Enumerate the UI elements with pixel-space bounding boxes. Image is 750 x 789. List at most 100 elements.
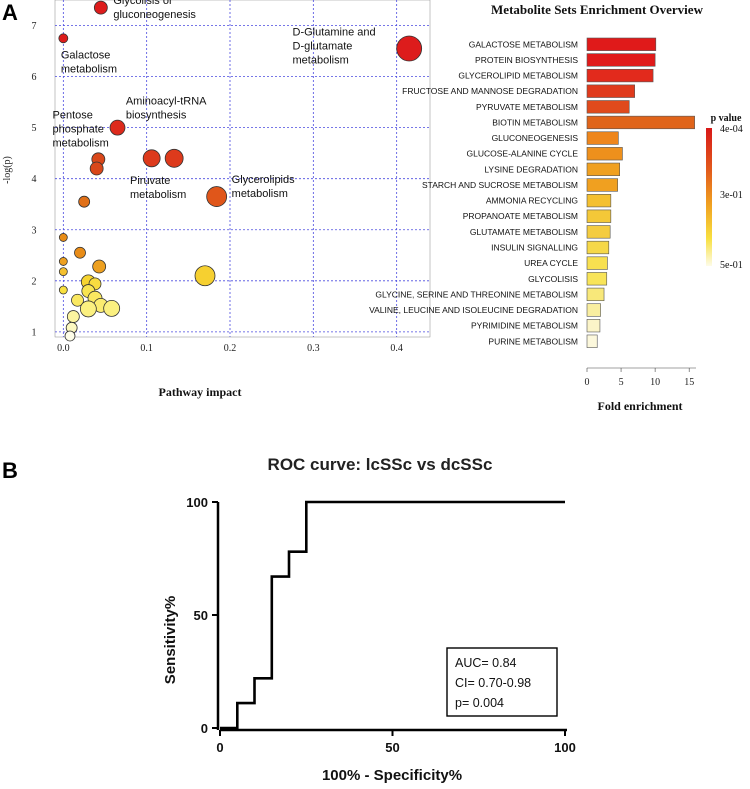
scatter-x-tick: 0.3 — [307, 343, 320, 354]
scatter-point — [74, 246, 86, 259]
enrichment-category-label: PYRUVATE METABOLISM — [476, 102, 578, 112]
scatter-grid — [55, 0, 430, 337]
roc-x-tick: 50 — [385, 740, 399, 755]
scatter-annotation: metabolism — [61, 64, 117, 76]
enrichment-category-label: GLUCONEOGENESIS — [492, 133, 579, 143]
scatter-point — [58, 285, 68, 295]
scatter-annotations: Glycolisis or gluconeogenesis Galactose met… — [53, 0, 376, 201]
enrichment-category-label: PURINE METABOLISM — [488, 336, 578, 346]
enrichment-bar — [586, 287, 605, 302]
roc-x-axis-title: 100% - Specificity% — [322, 767, 462, 784]
scatter-annotation: Piruvate — [130, 175, 170, 187]
enrichment-bar — [586, 334, 598, 348]
scatter-point — [58, 267, 68, 277]
scatter-annotation: Glycerolipids — [232, 174, 295, 186]
enrichment-bar — [586, 194, 612, 208]
enrichment-bar — [586, 162, 621, 176]
scatter-y-tick: 1 — [32, 327, 37, 338]
roc-y-tick: 50 — [194, 608, 208, 623]
enrichment-bar — [586, 147, 623, 161]
legend-label: 3e-01 — [720, 190, 743, 201]
scatter-point — [103, 300, 121, 317]
legend-title: p value — [711, 113, 742, 124]
enrichment-bar — [586, 84, 635, 98]
scatter-point — [71, 293, 84, 307]
scatter-annotation: phosphate — [53, 123, 104, 135]
scatter-annotation: metabolism — [130, 189, 186, 201]
enrichment-x-tick: 5 — [619, 377, 624, 388]
enrichment-category-label: INSULIN SIGNALLING — [491, 243, 578, 253]
scatter-x-tick: 0.2 — [224, 343, 237, 354]
enrichment-bar — [586, 131, 619, 145]
enrichment-category-label: FRUCTOSE AND MANNOSE DEGRADATION — [402, 86, 578, 96]
scatter-x-ticks: 0.0 0.1 0.2 0.3 0.4 — [57, 343, 403, 354]
enrichment-x-tick: 0 — [585, 377, 590, 388]
legend-label: 4e-04 — [720, 124, 743, 135]
scatter-annotation: biosynthesis — [126, 110, 187, 122]
panel-label-b: B — [2, 458, 18, 483]
enrichment-category-label: GLYCEROLIPID METABOLISM — [458, 71, 578, 81]
enrichment-category-label: PYRIMIDINE METABOLISM — [471, 321, 578, 331]
roc-stat-p: p= 0.004 — [455, 696, 504, 710]
enrichment-category-label: STARCH AND SUCROSE METABOLISM — [422, 180, 578, 190]
scatter-x-axis-title: Pathway impact — [159, 385, 242, 399]
roc-curve-line — [220, 500, 565, 730]
scatter-point — [79, 300, 97, 318]
enrichment-bar — [586, 37, 657, 51]
scatter-x-tick: 0.4 — [390, 343, 403, 354]
roc-stat-auc: AUC= 0.84 — [455, 656, 517, 670]
scatter-annotation: D-Glutamine and — [293, 27, 376, 39]
scatter-y-tick: 6 — [32, 72, 37, 83]
enrichment-category-label: GLYCOLISIS — [528, 274, 578, 284]
scatter-point — [109, 119, 126, 136]
enrichment-bar — [586, 256, 608, 270]
scatter-annotation: metabolism — [232, 188, 288, 200]
enrichment-bar — [586, 209, 612, 223]
scatter-point — [206, 186, 228, 207]
enrichment-category-label: GLYCINE, SERINE AND THREONINE METABOLISM — [375, 289, 578, 299]
enrichment-bar — [586, 178, 618, 192]
enrichment-category-label: GLUTAMATE METABOLISM — [470, 227, 578, 237]
legend-color-bar — [706, 128, 712, 266]
scatter-annotation: Aminoacyl-tRNA — [126, 96, 207, 108]
roc-y-ticks: 0 50 100 — [186, 495, 218, 736]
legend-label: 5e-01 — [720, 260, 743, 271]
scatter-point — [58, 233, 68, 242]
scatter-annotation: metabolism — [293, 55, 349, 67]
enrichment-bar — [586, 53, 656, 67]
roc-y-tick: 0 — [201, 721, 208, 736]
scatter-points — [58, 0, 423, 342]
scatter-y-tick: 4 — [32, 174, 37, 185]
enrichment-category-label: GLUCOSE-ALANINE CYCLE — [467, 149, 579, 159]
panel-label-a: A — [2, 0, 18, 25]
scatter-annotation: Pentose — [53, 109, 93, 121]
enrichment-category-label: VALINE, LEUCINE AND ISOLEUCINE DEGRADATI… — [369, 305, 578, 315]
scatter-point — [89, 161, 104, 176]
scatter-point — [194, 265, 216, 287]
enrichment-title: Metabolite Sets Enrichment Overview — [491, 2, 704, 17]
enrichment-bar — [586, 319, 601, 333]
scatter-point — [93, 0, 108, 15]
scatter-annotation: D-glutamate — [293, 41, 353, 53]
legend-labels: 4e-04 3e-01 5e-01 — [720, 124, 743, 271]
scatter-y-tick: 7 — [32, 21, 37, 32]
scatter-annotation: Galactose — [61, 50, 111, 62]
enrichment-category-label: GALACTOSE METABOLISM — [469, 39, 578, 49]
scatter-annotation: metabolism — [53, 137, 109, 149]
enrichment-bars — [586, 37, 695, 348]
enrichment-bar — [586, 225, 611, 239]
roc-y-axis-title: Sensitivity% — [162, 596, 179, 684]
scatter-point — [58, 33, 69, 44]
enrichment-bar — [586, 303, 601, 317]
scatter-y-tick: 3 — [32, 225, 37, 236]
enrichment-category-labels: GALACTOSE METABOLISM PROTEIN BIOSYNTHESIS… — [369, 39, 578, 346]
scatter-point — [142, 149, 161, 168]
roc-stat-ci: CI= 0.70-0.98 — [455, 676, 531, 690]
scatter-x-tick: 0.1 — [140, 343, 153, 354]
scatter-y-tick: 5 — [32, 123, 37, 134]
roc-stats-box — [446, 647, 558, 717]
scatter-point — [396, 35, 423, 62]
roc-x-tick: 100 — [554, 740, 576, 755]
enrichment-x-axis-title: Fold enrichment — [598, 399, 683, 413]
